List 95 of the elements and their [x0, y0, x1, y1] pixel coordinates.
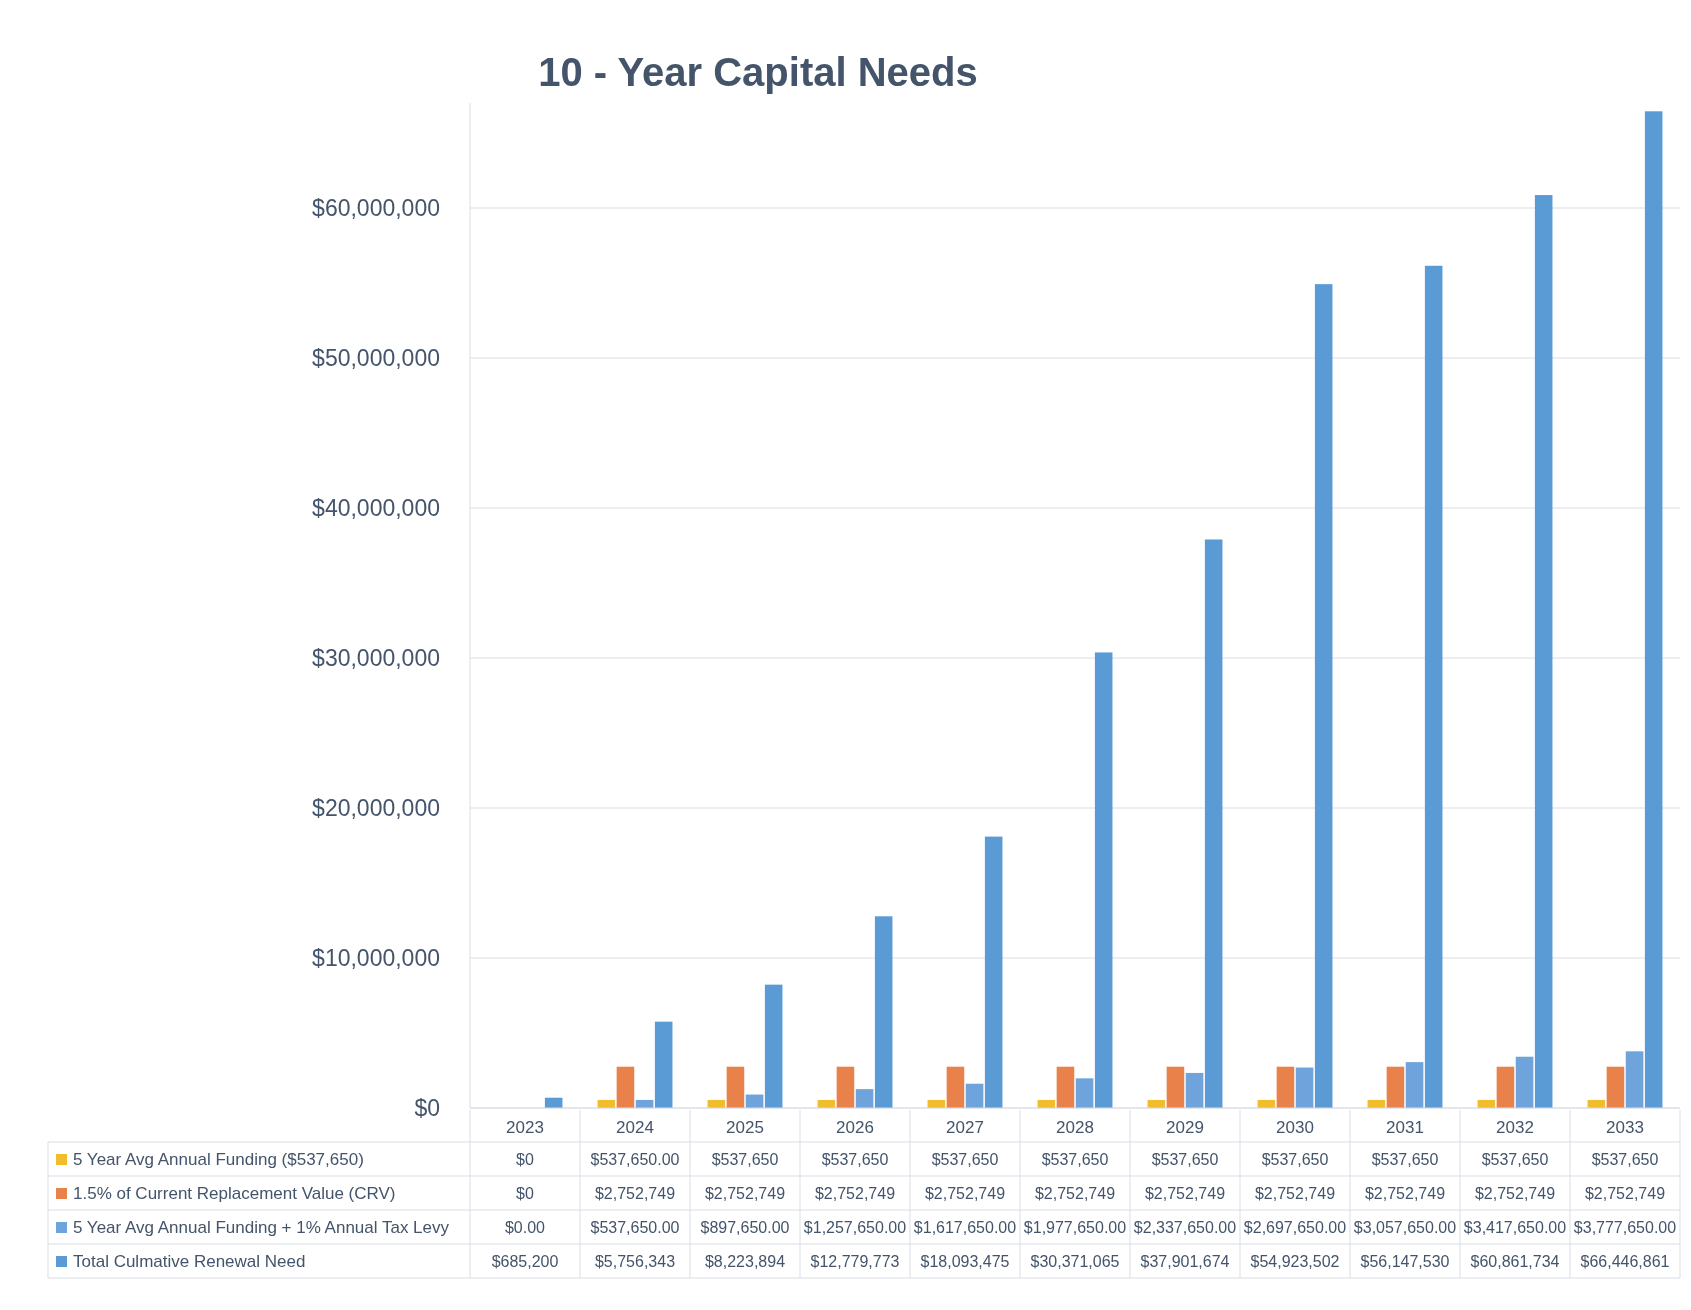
data-label: $537,650: [1591, 1151, 1659, 1168]
bar: [1644, 111, 1663, 1108]
bar: [855, 1089, 874, 1108]
data-label: $537,650: [1041, 1151, 1109, 1168]
x-tick-label: 2030: [1276, 1118, 1314, 1137]
data-label: $2,752,749: [1034, 1185, 1116, 1202]
data-label: $537,650: [1371, 1151, 1439, 1168]
legend-label: 1.5% of Current Replacement Value (CRV): [73, 1184, 396, 1203]
bar: [1276, 1066, 1295, 1108]
legend-label: 5 Year Avg Annual Funding + 1% Annual Tax Levy: [73, 1218, 450, 1237]
data-label: $5,756,343: [594, 1253, 676, 1270]
data-label: $897,650.00: [700, 1219, 790, 1236]
data-label: $37,901,674: [1140, 1253, 1230, 1270]
data-label: $1,257,650.00: [803, 1219, 907, 1236]
bar: [764, 984, 783, 1108]
data-label: $2,752,749: [1474, 1185, 1556, 1202]
bar: [616, 1066, 635, 1108]
data-label: $685,200: [491, 1253, 559, 1270]
data-label: $2,752,749: [1584, 1185, 1666, 1202]
chart-title: 10 - Year Capital Needs: [538, 50, 978, 94]
data-label: $56,147,530: [1360, 1253, 1450, 1270]
bar: [1386, 1066, 1405, 1108]
bar: [946, 1066, 965, 1108]
bar: [1625, 1051, 1644, 1108]
data-label: $3,057,650.00: [1353, 1219, 1457, 1236]
data-label: $30,371,065: [1030, 1253, 1120, 1270]
bar: [1606, 1066, 1625, 1108]
data-label: $2,752,749: [1254, 1185, 1336, 1202]
bar: [1515, 1056, 1534, 1108]
data-label: $537,650: [931, 1151, 999, 1168]
bar: [1314, 284, 1333, 1108]
bar: [1056, 1066, 1075, 1108]
data-label: $2,337,650.00: [1133, 1219, 1237, 1236]
y-tick-label: $40,000,000: [312, 495, 440, 521]
data-label: $2,752,749: [924, 1185, 1006, 1202]
data-label: $3,417,650.00: [1463, 1219, 1567, 1236]
data-label: $2,752,749: [1364, 1185, 1446, 1202]
bar: [984, 836, 1003, 1108]
data-label: $8,223,894: [704, 1253, 786, 1270]
data-label: $66,446,861: [1580, 1253, 1670, 1270]
x-tick-label: 2031: [1386, 1118, 1424, 1137]
x-tick-label: 2032: [1496, 1118, 1534, 1137]
data-label: $1,617,650.00: [913, 1219, 1017, 1236]
data-label: $18,093,475: [920, 1253, 1010, 1270]
data-label: $54,923,502: [1250, 1253, 1340, 1270]
x-tick-label: 2023: [506, 1118, 544, 1137]
bar: [1094, 652, 1113, 1108]
bar: [874, 916, 893, 1108]
data-label: $2,752,749: [704, 1185, 786, 1202]
bar: [1424, 265, 1443, 1108]
x-tick-label: 2028: [1056, 1118, 1094, 1137]
bar: [726, 1066, 745, 1108]
data-label: $537,650: [1481, 1151, 1549, 1168]
bar: [654, 1021, 673, 1108]
y-tick-label: $60,000,000: [312, 195, 440, 221]
bar: [1534, 195, 1553, 1108]
x-tick-label: 2026: [836, 1118, 874, 1137]
data-label: $2,752,749: [594, 1185, 676, 1202]
data-label: $12,779,773: [810, 1253, 900, 1270]
data-label: $537,650: [1151, 1151, 1219, 1168]
data-label: $537,650.00: [590, 1219, 680, 1236]
data-label: $537,650: [821, 1151, 889, 1168]
x-tick-label: 2027: [946, 1118, 984, 1137]
bar: [1496, 1066, 1515, 1108]
x-tick-label: 2033: [1606, 1118, 1644, 1137]
data-label: $0: [516, 1185, 534, 1202]
y-tick-label: $20,000,000: [312, 795, 440, 821]
bar: [1075, 1078, 1094, 1108]
y-tick-label: $30,000,000: [312, 645, 440, 671]
data-label: $60,861,734: [1470, 1253, 1560, 1270]
data-label: $537,650: [711, 1151, 779, 1168]
bar: [1166, 1066, 1185, 1108]
x-tick-label: 2029: [1166, 1118, 1204, 1137]
data-label: $0.00: [504, 1219, 546, 1236]
bar: [1295, 1067, 1314, 1108]
legend-label: 5 Year Avg Annual Funding ($537,650): [73, 1150, 364, 1169]
data-label: $2,752,749: [814, 1185, 896, 1202]
x-tick-label: 2024: [616, 1118, 654, 1137]
y-tick-label: $0: [414, 1095, 440, 1121]
data-label: $537,650.00: [590, 1151, 680, 1168]
bar: [965, 1083, 984, 1108]
data-label: $0: [516, 1151, 534, 1168]
data-label: $1,977,650.00: [1023, 1219, 1127, 1236]
bar: [1185, 1072, 1204, 1108]
data-label: $2,697,650.00: [1243, 1219, 1347, 1236]
x-tick-label: 2025: [726, 1118, 764, 1137]
bar: [836, 1066, 855, 1108]
data-label: $3,777,650.00: [1573, 1219, 1677, 1236]
data-label: $2,752,749: [1144, 1185, 1226, 1202]
y-tick-label: $50,000,000: [312, 345, 440, 371]
bar: [1204, 539, 1223, 1108]
data-label: $537,650: [1261, 1151, 1329, 1168]
legend-label: Total Culmative Renewal Need: [73, 1252, 306, 1271]
y-tick-label: $10,000,000: [312, 945, 440, 971]
bar: [1405, 1062, 1424, 1108]
